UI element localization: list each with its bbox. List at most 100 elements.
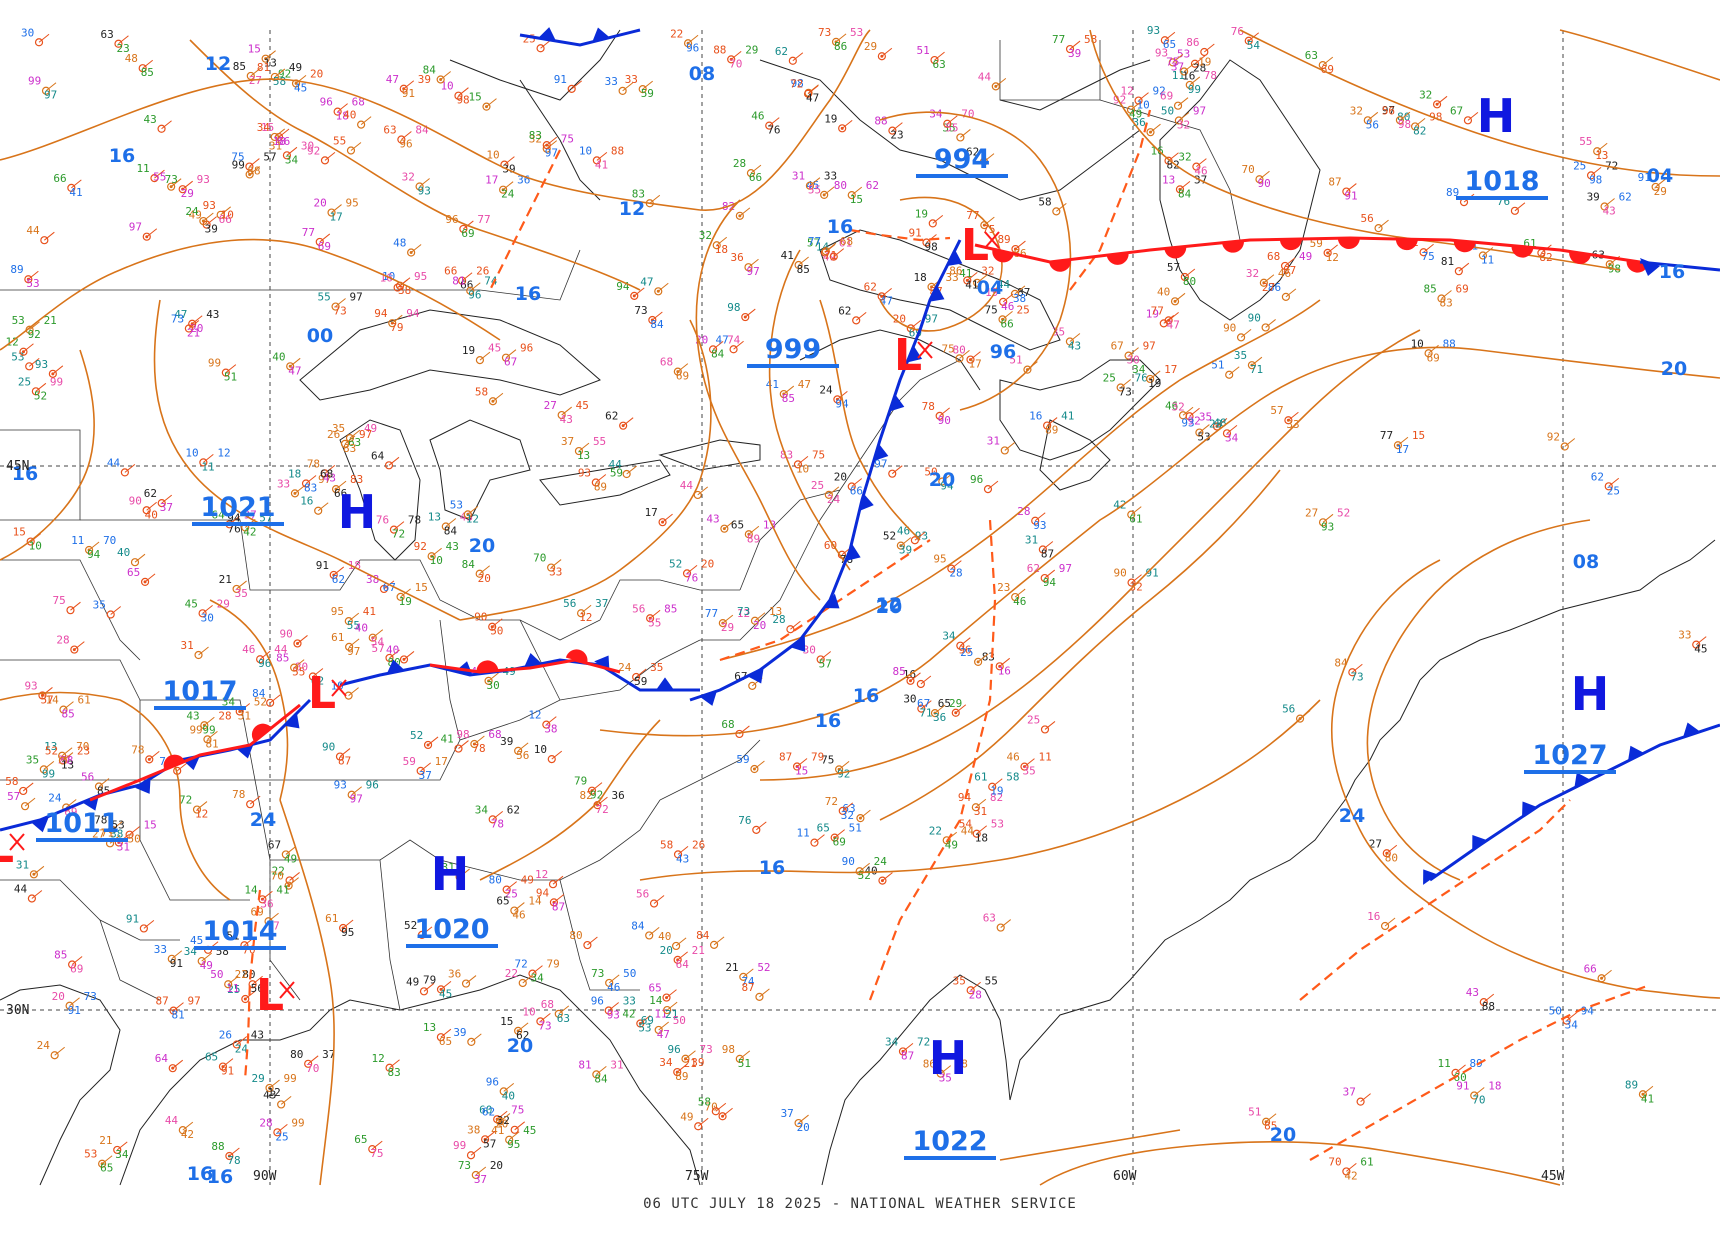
station-circle-icon [741, 312, 750, 322]
station-value: 27 [1262, 281, 1275, 294]
wind-barb-icon [319, 233, 331, 243]
wind-barb-icon [1655, 178, 1666, 188]
station-circle-icon [645, 931, 654, 940]
wind-barb-icon [389, 1059, 400, 1069]
isobar-line [819, 299, 921, 541]
wind-barb-icon [798, 256, 809, 266]
station-circle-icon [499, 185, 508, 194]
station-value: 70 [1328, 1155, 1341, 1168]
station-circle-icon [441, 522, 450, 531]
station-circle-icon [346, 146, 356, 155]
wind-barb-icon [662, 513, 673, 523]
wind-barb-icon [932, 215, 944, 224]
station-circle-icon [436, 1033, 445, 1042]
station-circle-icon [510, 1125, 519, 1134]
wind-barb-icon [227, 975, 239, 985]
station-plot: 16 [1367, 910, 1396, 931]
wind-barb-icon [250, 67, 262, 77]
station-value: 33 [605, 75, 618, 88]
station-value: 12 [372, 1052, 385, 1065]
wind-barb-icon [976, 274, 988, 284]
station-value: 35 [93, 598, 106, 611]
wind-barb-icon [1004, 442, 1016, 451]
station-circle-icon [548, 880, 558, 889]
station-value: 45 [185, 597, 198, 610]
station-circle-icon [198, 609, 207, 618]
wind-barb-icon [499, 1113, 511, 1122]
station-value: 78 [491, 817, 504, 830]
station-value: 94 [406, 307, 420, 320]
wind-barb-icon [492, 392, 504, 402]
station-plot: 91 [554, 73, 583, 93]
station-value: 16 [300, 495, 313, 508]
station-circle-icon [1348, 668, 1357, 677]
cold-front-triangle-icon [1522, 801, 1538, 817]
station-value: 68 [840, 235, 853, 248]
state-border [659, 739, 761, 801]
station-value: 73 [591, 967, 604, 980]
station-value: 93 [418, 184, 431, 197]
station-value: 72 [1605, 159, 1618, 172]
station-value: 31 [269, 139, 282, 152]
station-circle-icon [709, 940, 719, 949]
station-value: 25 [1607, 484, 1620, 497]
isobar-line [599, 346, 1720, 737]
station-value: 66 [444, 265, 457, 278]
station-circle-icon [1454, 267, 1463, 276]
station-circle-icon [983, 485, 993, 494]
wind-barb-icon [277, 1123, 288, 1133]
station-circle-icon [484, 676, 493, 685]
station-value: 15 [795, 765, 808, 778]
station-circle-icon [788, 56, 797, 65]
station-plot: 35 [93, 598, 121, 619]
wind-barb-icon [1216, 418, 1228, 427]
station-value: 92 [28, 328, 41, 341]
isobar-line [1366, 519, 1591, 881]
station-circle-icon [518, 978, 527, 988]
wind-barb-icon [146, 228, 158, 238]
station-plot: 55 [333, 134, 362, 155]
wind-barb-icon [820, 651, 831, 660]
pressure-centers: H1018H1021H1027H1020H1022L994L999L1017L1… [0, 89, 1616, 1160]
station-plot: 90 [1223, 321, 1252, 342]
wind-barb-icon [814, 834, 825, 844]
station-value: 34 [659, 1056, 673, 1069]
station-circle-icon [592, 1070, 601, 1079]
station-circle-icon [178, 1126, 187, 1135]
wind-barb-icon [305, 475, 317, 484]
station-value: 20 [310, 67, 323, 80]
station-value: 19 [399, 595, 412, 608]
station-circle-icon [340, 439, 350, 448]
station-value: 34 [115, 1148, 129, 1161]
wind-barb-icon [649, 194, 661, 204]
station-value: 55 [648, 616, 661, 629]
wind-barb-icon [142, 59, 154, 69]
station-value: 32 [1246, 267, 1259, 280]
trough-line [489, 149, 561, 291]
wind-barb-icon [344, 435, 356, 445]
station-circle-icon [320, 156, 330, 165]
station-value: 16 [1182, 69, 1195, 82]
station-value: 27 [92, 827, 105, 840]
state-border [0, 429, 81, 521]
station-plot: 43 [263, 1088, 292, 1109]
station-circle-icon [19, 786, 28, 796]
station-circle-icon [39, 765, 48, 774]
station-value: 10 [221, 209, 234, 222]
station-circle-icon [910, 536, 919, 545]
station-value: 31 [238, 709, 251, 722]
station-value: 48 [1213, 417, 1226, 430]
